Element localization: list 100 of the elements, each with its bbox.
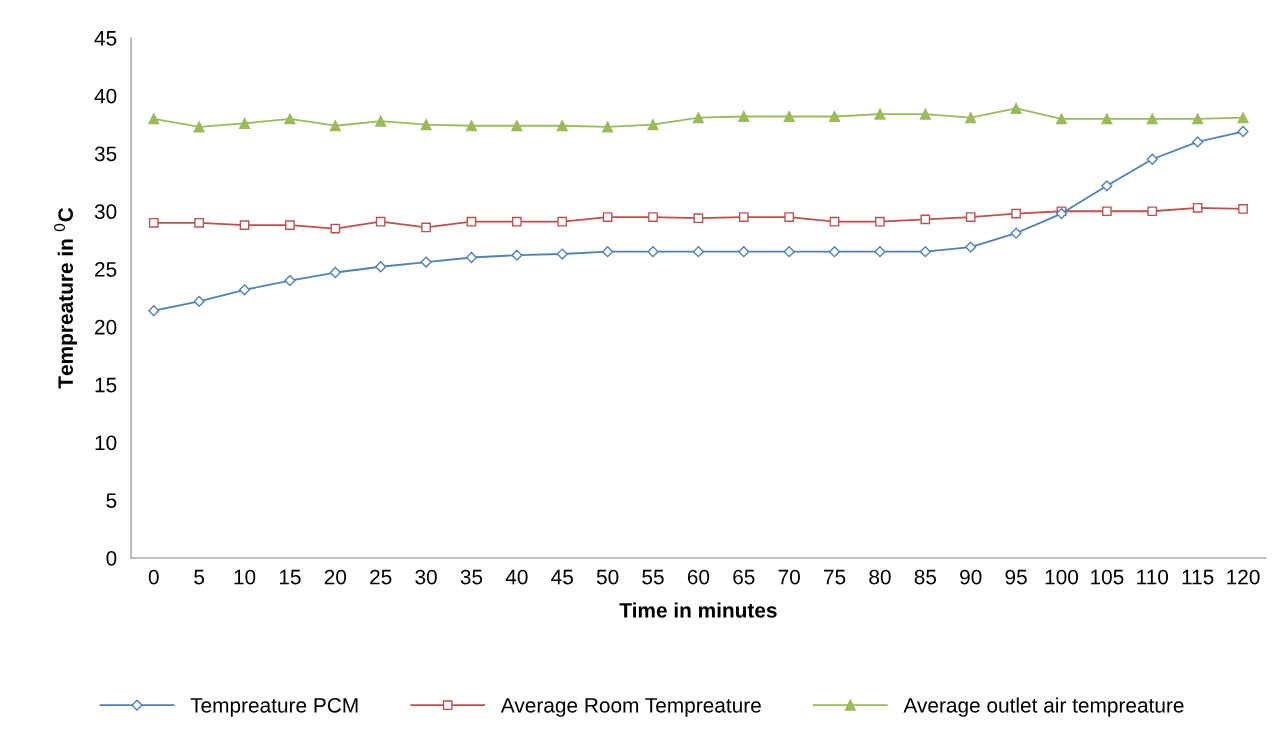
point [511,249,523,261]
x-tick-label: 75 [824,569,846,585]
point [556,248,568,260]
point [1147,206,1158,217]
point [238,117,251,129]
point [511,120,523,132]
x-tick-label: 0 [148,569,159,585]
x-tick-label: 120 [1227,569,1260,585]
point [1010,102,1022,114]
x-tick-label: 115 [1182,569,1214,585]
point [692,246,705,258]
x-tick-label: 50 [596,569,619,585]
point [193,121,205,133]
point [420,256,432,268]
x-axis-title: Time in minutes [619,602,777,618]
y-axis-title: Tempreature in $^{0}$C [54,207,78,389]
legend-label: Average outlet air tempreature [903,697,1184,717]
point [285,220,295,230]
y-tick-label: 40 [94,88,117,104]
point [1010,227,1022,239]
point [1237,125,1249,138]
point [1011,208,1021,219]
point [1146,113,1158,125]
point [1238,204,1248,214]
x-tick-label: 110 [1137,569,1169,585]
x-tick-label: 5 [194,569,205,585]
point [193,295,205,308]
point [465,120,478,132]
point [693,213,704,224]
point [148,113,160,125]
point [511,216,522,227]
x-tick-label: 15 [279,569,301,585]
point [148,217,159,228]
point [828,246,841,258]
y-tick-label: 20 [95,319,117,335]
point [466,216,477,227]
point [648,212,658,222]
point [556,120,568,132]
legend-label: Tempreature PCM [190,697,358,717]
point [783,110,795,123]
point [738,246,750,258]
x-tick-label: 20 [324,569,347,585]
point [1192,136,1204,148]
x-tick-label: 105 [1091,569,1124,585]
point [1055,113,1068,125]
y-tick-label: 25 [95,262,117,277]
point [239,220,250,230]
point [602,212,613,222]
point [1192,202,1203,213]
point [738,212,749,222]
point [329,120,341,132]
point [965,212,976,222]
y-tick-label: 30 [94,204,117,220]
point [602,246,614,258]
point [1101,113,1113,125]
point [919,108,931,120]
y-tick-label: 0 [106,550,117,566]
x-tick-label: 85 [914,569,937,585]
point [965,241,977,253]
point [421,222,431,233]
y-tick-label: 10 [95,435,117,451]
point [284,113,296,125]
y-tick-label: 5 [106,493,117,508]
x-tick-label: 30 [415,569,437,585]
x-tick-label: 10 [234,569,256,585]
x-tick-label: 55 [642,569,664,585]
point [375,115,387,127]
point [375,216,386,227]
point [738,110,750,123]
point [647,246,659,258]
point [238,284,251,296]
point [783,246,795,258]
x-tick-label: 60 [687,569,710,585]
point [465,251,478,264]
x-tick-label: 25 [370,569,392,585]
point [148,305,160,317]
point [284,275,296,287]
point [375,261,387,273]
point [828,110,841,123]
x-tick-label: 80 [869,569,891,585]
point [920,214,931,225]
point [1237,112,1249,124]
x-tick-label: 95 [1005,569,1027,585]
point [1192,113,1204,125]
point [330,223,341,234]
point [602,121,614,133]
x-tick-label: 40 [505,569,528,585]
point [420,119,432,131]
point [874,246,886,258]
point [919,246,931,258]
y-tick-label: 45 [94,31,117,46]
point [329,266,341,279]
point [829,216,840,227]
x-tick-label: 90 [960,569,982,585]
legend-label: Average Room Tempreature [500,698,761,717]
point [1102,206,1112,217]
x-tick-label: 45 [551,569,573,585]
x-tick-label: 65 [733,569,755,585]
point [647,119,659,131]
point [1146,153,1158,165]
